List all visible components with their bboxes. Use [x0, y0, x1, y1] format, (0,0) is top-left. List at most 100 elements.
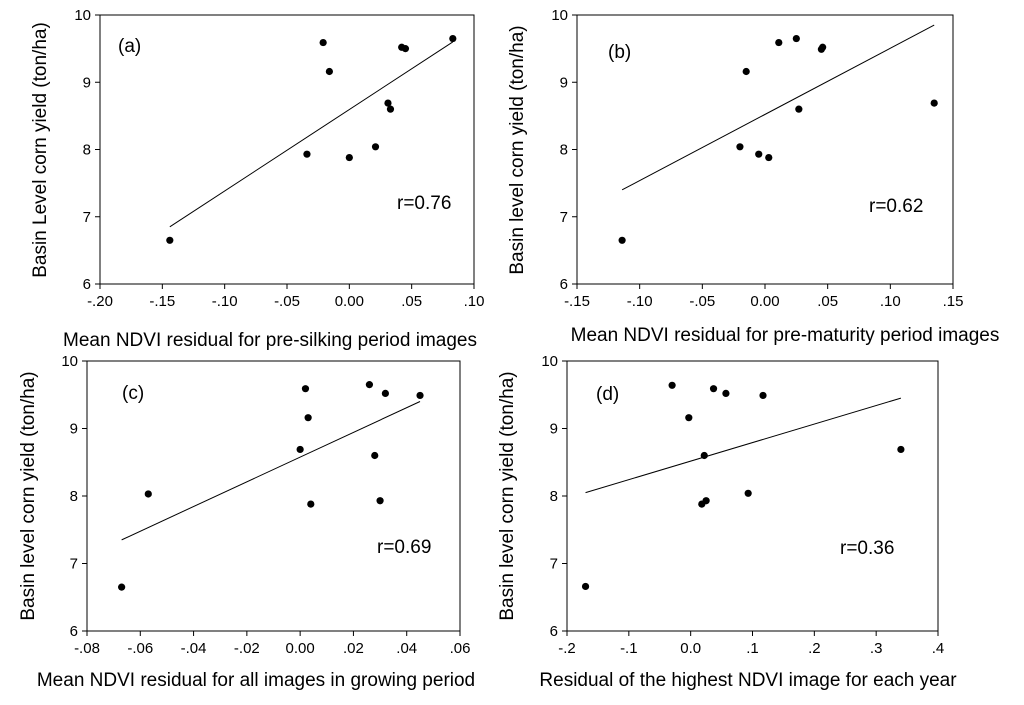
x-tick-label: 0.0 [680, 640, 701, 657]
y-tick-label: 8 [83, 142, 91, 159]
correlation-label: r=0.62 [869, 196, 923, 217]
y-tick-label: 10 [551, 7, 568, 24]
y-tick-label: 9 [70, 421, 78, 438]
data-point [795, 105, 803, 113]
y-tick-label: 10 [61, 353, 78, 370]
data-point [118, 583, 126, 591]
x-axis-label: Residual of the highest NDVI image for e… [539, 670, 957, 691]
x-tick-label: -.06 [127, 640, 153, 657]
data-point [819, 43, 827, 51]
x-tick-label: -.05 [689, 293, 715, 310]
data-point [700, 451, 708, 460]
y-tick-label: 10 [74, 7, 91, 24]
y-tick-label: 7 [83, 209, 91, 226]
data-point [709, 385, 718, 393]
y-tick-label: 6 [70, 623, 78, 640]
data-point [301, 385, 310, 393]
x-tick-label: .1 [746, 640, 759, 657]
plot-frame [99, 14, 475, 285]
y-tick-label: 6 [83, 276, 91, 293]
data-point [371, 143, 380, 151]
chart-panel-3: -.08 -.06 -.04 -.02 0.00 .02 .04 .06 6 7 8 9 10 (c) r=… [18, 353, 475, 691]
data-point [304, 414, 312, 422]
regression-line [621, 24, 935, 191]
x-tick-label: -.20 [87, 293, 113, 310]
x-tick-label: 0.00 [750, 293, 779, 310]
x-tick-label: .05 [401, 293, 422, 310]
x-tick-label: -.08 [74, 640, 100, 657]
data-point [668, 381, 676, 389]
regression-line [585, 397, 902, 494]
y-tick-label: 10 [541, 353, 558, 370]
data-point [303, 150, 311, 158]
x-tick-label: -.2 [558, 640, 576, 657]
x-tick-label: .3 [870, 640, 883, 657]
x-tick-label: .04 [396, 640, 417, 657]
data-point [618, 236, 626, 244]
chart-panel-4: -.2 -.1 0.0 .1 .2 .3 .4 6 7 8 9 10 (d) r=0.36 Residual… [497, 353, 957, 691]
plot-frame [566, 360, 939, 632]
y-tick-label: 6 [550, 623, 558, 640]
x-tick-label: -.02 [234, 640, 260, 657]
data-point [371, 451, 379, 460]
y-axis-label: Basin Level corn yield (ton/ha) [30, 22, 51, 278]
data-point [325, 67, 333, 76]
data-point [685, 414, 693, 422]
data-point [897, 445, 905, 454]
y-tick-label: 9 [83, 74, 91, 91]
x-tick-label: 0.00 [286, 640, 315, 657]
y-axis-label: Basin level corn yield (ton/ha) [507, 25, 528, 274]
regression-line [169, 41, 454, 228]
x-tick-label: -.10 [212, 293, 238, 310]
chart-panel-1: -.20 -.15 -.10 -.05 0.00 .05 .10 6 7 8 9 10 (a) r=0.7… [30, 7, 484, 351]
data-point [722, 389, 730, 397]
data-point [381, 389, 389, 397]
y-tick-label: 7 [560, 209, 568, 226]
y-tick-label: 7 [550, 556, 558, 573]
x-tick-label: -.10 [627, 293, 653, 310]
y-axis-label: Basin level corn yield (ton/ha) [18, 371, 39, 620]
y-tick-label: 8 [550, 488, 558, 505]
chart-panel-2: -.15 -.10 -.05 0.00 .05 .10 .15 6 7 8 9 10 (b) r=0.62… [507, 7, 999, 346]
data-point [296, 445, 304, 454]
x-tick-label: .10 [880, 293, 901, 310]
y-tick-label: 7 [70, 556, 78, 573]
data-point [755, 150, 763, 158]
data-point [144, 490, 152, 498]
data-point [792, 34, 800, 43]
data-point [930, 99, 938, 107]
x-tick-label: .15 [943, 293, 964, 310]
y-tick-label: 8 [560, 142, 568, 159]
x-tick-label: .10 [464, 293, 485, 310]
x-tick-label: -.15 [149, 293, 175, 310]
data-point [702, 497, 710, 505]
x-tick-label: .2 [808, 640, 821, 657]
data-point [759, 391, 767, 400]
data-point [345, 153, 353, 162]
data-point [775, 38, 783, 47]
x-tick-label: .02 [343, 640, 364, 657]
data-point [744, 489, 752, 497]
data-point [386, 105, 395, 113]
data-point [307, 500, 315, 508]
data-point [365, 381, 374, 389]
regression-line [121, 401, 421, 541]
x-tick-label: -.05 [274, 293, 300, 310]
x-axis-label: Mean NDVI residual for all images in gro… [37, 670, 475, 691]
y-tick-label: 9 [560, 74, 568, 91]
data-point [765, 153, 773, 162]
x-tick-label: -.15 [564, 293, 590, 310]
data-point [319, 38, 327, 47]
panel-label: (a) [118, 36, 141, 57]
x-tick-label: -.1 [620, 640, 638, 657]
data-point [736, 143, 744, 151]
panel-label: (d) [596, 384, 619, 405]
x-tick-label: .05 [817, 293, 838, 310]
y-tick-label: 6 [560, 276, 568, 293]
panel-label: (b) [608, 42, 631, 63]
x-axis-label: Mean NDVI residual for pre-maturity peri… [571, 325, 1000, 346]
correlation-label: r=0.36 [840, 538, 894, 559]
data-point [742, 67, 750, 76]
data-point [581, 582, 590, 591]
